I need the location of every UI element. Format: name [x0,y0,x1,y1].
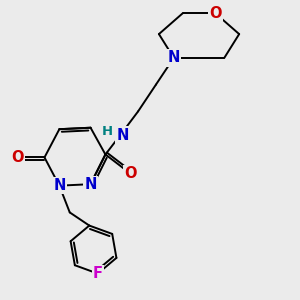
Text: O: O [124,166,137,181]
Text: F: F [93,266,103,281]
Text: N: N [168,50,180,65]
Text: H: H [102,125,113,138]
Text: O: O [209,6,222,21]
Text: N: N [53,178,65,193]
Text: N: N [84,177,97,192]
Text: N: N [116,128,129,142]
Text: O: O [11,150,24,165]
